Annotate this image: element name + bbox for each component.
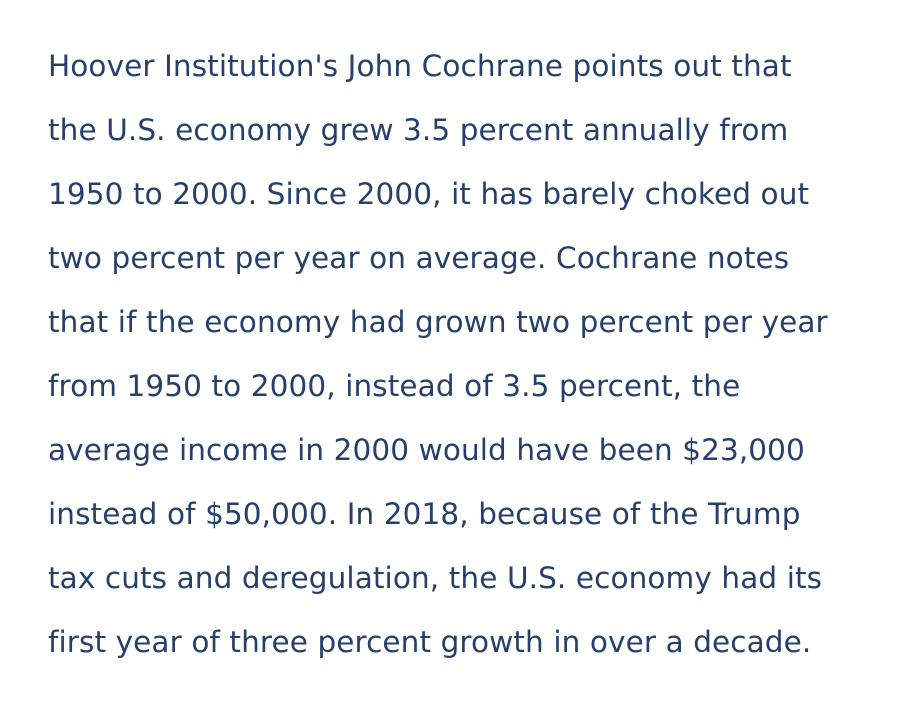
paragraph-line-8: instead of $50,000. In 2018, because of … [48,497,801,531]
paragraph-line-9: tax cuts and deregulation, the U.S. econ… [48,561,823,595]
paragraph-line-7: average income in 2000 would have been $… [48,433,805,467]
paragraph-line-4: two percent per year on average. Cochran… [48,241,790,275]
article-paragraph: Hoover Institution's John Cochrane point… [48,34,910,674]
paragraph-line-6: from 1950 to 2000, instead of 3.5 percen… [48,369,741,403]
paragraph-line-10: first year of three percent growth in ov… [48,625,812,659]
paragraph-line-3: 1950 to 2000. Since 2000, it has barely … [48,177,810,211]
paragraph-line-2: the U.S. economy grew 3.5 percent annual… [48,113,789,147]
paragraph-line-1: Hoover Institution's John Cochrane point… [48,49,792,83]
paragraph-line-5: that if the economy had grown two percen… [48,305,828,339]
